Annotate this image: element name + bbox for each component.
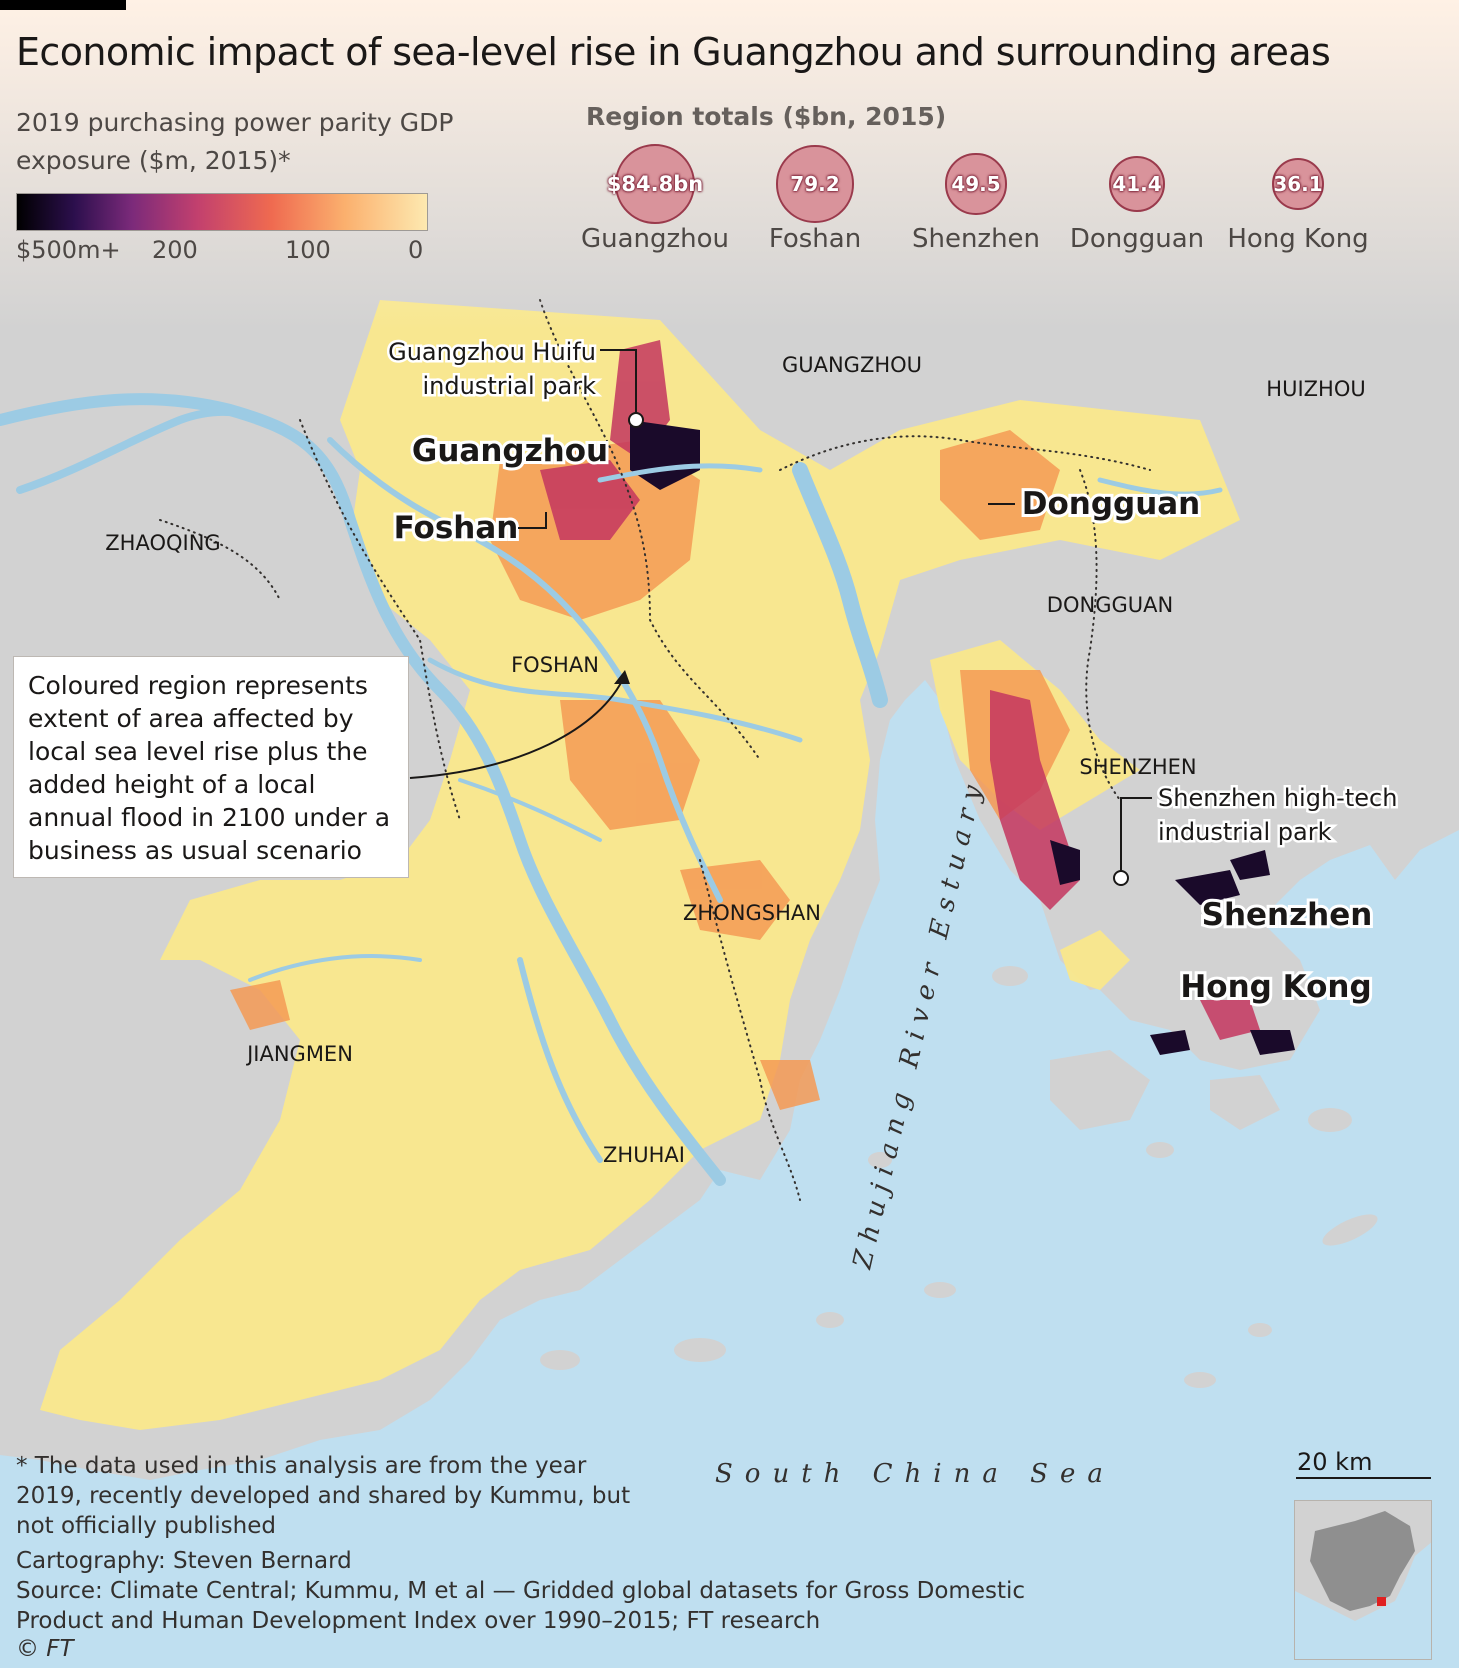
region-label: JIANGMEN: [245, 1042, 353, 1066]
footnote: * The data used in this analysis are fro…: [16, 1453, 631, 1539]
region-label: SHENZHEN: [1079, 755, 1196, 779]
region-label: FOSHAN: [511, 653, 599, 677]
rivers: [0, 393, 1223, 1186]
legend-color-scale: [16, 193, 428, 231]
legend-title: 2019 purchasing power parity GDP exposur…: [16, 108, 454, 175]
annotation-arrowhead: [614, 670, 630, 684]
region-label: ZHAOQING: [105, 531, 220, 555]
region-total-bubble: 41.4: [1109, 156, 1165, 212]
scale-bar-label: 20 km: [1297, 1448, 1373, 1476]
legend-label-zero: 0: [408, 236, 424, 264]
city-labels: Guangzhou Foshan Dongguan Shenzhen Hong Kong: [391, 430, 1376, 1008]
locator-china-icon: [1295, 1501, 1431, 1659]
region-labels: GUANGZHOU HUIZHOU ZHAOQING DONGGUAN FOSHAN SH…: [105, 353, 1365, 1167]
page-title: Economic impact of sea-level rise in Gua…: [16, 30, 1331, 74]
region-label: HUIZHOU: [1266, 377, 1365, 401]
admin-borders: [159, 299, 1151, 1201]
shenzhen-park-marker: [1113, 870, 1129, 886]
copyright: © FT: [16, 1636, 74, 1662]
region-total-bubble: 79.2: [776, 145, 854, 223]
region-total-bubble: $84.8bn: [607, 144, 703, 224]
region-total-label: Hong Kong: [1227, 224, 1369, 254]
city-label: Guangzhou: [412, 433, 608, 469]
region-label: DONGGUAN: [1047, 593, 1173, 617]
region-total-label: Shenzhen: [911, 224, 1041, 254]
region-label: ZHONGSHAN: [683, 901, 821, 925]
huifu-marker: [628, 412, 644, 428]
city-label: Dongguan: [1022, 486, 1201, 522]
ft-brand-bar: [0, 0, 126, 10]
huifu-callout-line1: Guangzhou Huifu: [388, 338, 596, 366]
sea-label: South China Sea: [715, 1459, 1115, 1489]
shenzhen-park-leader: [1120, 797, 1152, 878]
legend-label-max: $500m+: [16, 236, 121, 264]
huifu-callout-line2: industrial park: [423, 372, 597, 400]
source-credit: Source: Climate Central; Kummu, M et al …: [16, 1578, 1026, 1634]
region-total-bubble: 36.1: [1271, 157, 1325, 211]
region-label: ZHUHAI: [603, 1143, 685, 1167]
shenzhen-park-callout-line1: Shenzhen high-tech: [1158, 784, 1397, 812]
region-total-label: Foshan: [768, 224, 862, 254]
legend-label-100: 100: [285, 236, 331, 264]
region-totals-title: Region totals ($bn, 2015): [586, 102, 947, 131]
locator-inset-map: [1294, 1500, 1432, 1660]
annotation-box: Coloured region represents extent of are…: [13, 656, 409, 878]
region-total-bubble: 49.5: [945, 153, 1007, 215]
city-label: Hong Kong: [1180, 969, 1371, 1005]
region-total-label: Guangzhou: [580, 224, 730, 254]
city-label: Shenzhen: [1202, 897, 1373, 933]
huifu-leader: [600, 349, 637, 420]
region-total-label: Dongguan: [1069, 224, 1205, 254]
cartography-credit: Cartography: Steven Bernard: [16, 1548, 352, 1574]
legend-label-200: 200: [152, 236, 198, 264]
foshan-leader: [518, 512, 547, 529]
city-label: Foshan: [394, 510, 519, 546]
annotation-arrow: [409, 674, 626, 779]
shenzhen-park-callout-line2: industrial park: [1158, 818, 1332, 846]
scale-bar: [1296, 1477, 1431, 1479]
region-label: GUANGZHOU: [782, 353, 922, 377]
